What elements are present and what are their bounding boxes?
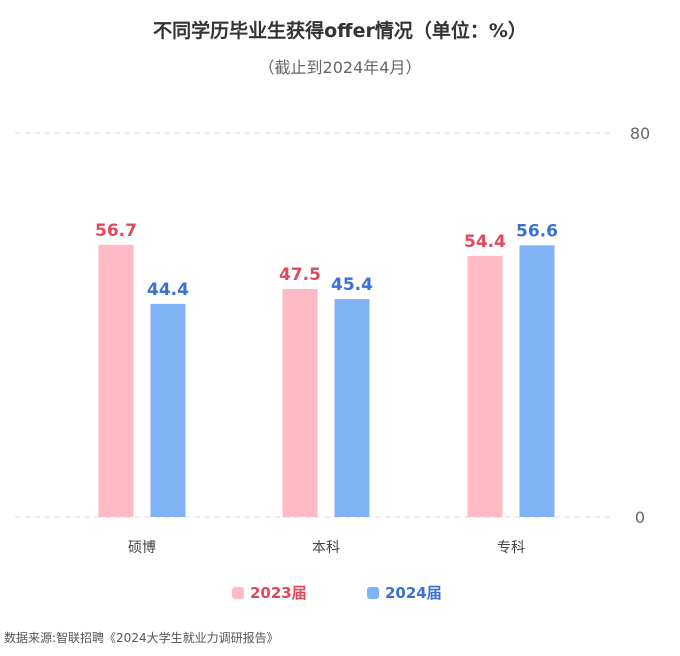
- data-label: 47.5: [279, 265, 321, 285]
- data-label: 56.7: [95, 221, 137, 241]
- legend-swatch-2024: [367, 586, 379, 599]
- chart-title: 不同学历毕业生获得offer情况（单位：%）: [153, 20, 527, 42]
- chart-subtitle: （截止到2024年4月）: [258, 58, 422, 77]
- data-label: 45.4: [331, 275, 373, 295]
- legend-label-2023: 2023届: [250, 584, 307, 602]
- bar: [467, 255, 503, 517]
- y-tick-label: 80: [630, 124, 650, 143]
- bar: [282, 289, 318, 517]
- data-label: 54.4: [464, 232, 506, 252]
- bar: [334, 299, 370, 517]
- x-tick-label: 硕博: [128, 539, 156, 556]
- legend-item-2023: 2023届: [232, 582, 307, 603]
- bar: [519, 245, 555, 517]
- bar: [150, 303, 186, 517]
- data-label: 44.4: [147, 280, 189, 300]
- data-label: 56.6: [516, 221, 558, 241]
- legend-label-2024: 2024届: [385, 584, 442, 602]
- x-tick-label: 本科: [312, 540, 340, 556]
- legend-swatch-2023: [232, 586, 244, 599]
- x-tick-label: 专科: [497, 540, 525, 556]
- data-source: 数据来源:智联招聘《2024大学生就业力调研报告》: [4, 631, 279, 645]
- legend-item-2024: 2024届: [367, 582, 442, 603]
- y-tick-label: 0: [635, 508, 645, 527]
- bar: [98, 244, 134, 517]
